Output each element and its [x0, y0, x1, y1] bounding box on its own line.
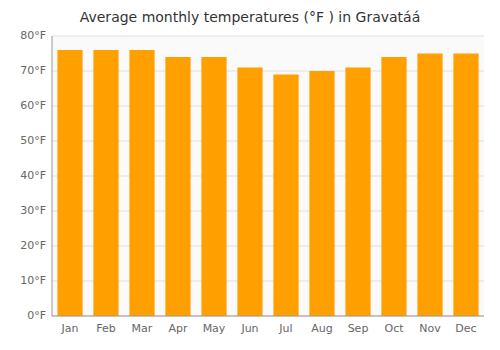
bar — [201, 57, 226, 316]
y-axis-line — [52, 36, 53, 316]
x-tick-label: May — [203, 322, 226, 335]
x-tick-label: Aug — [311, 322, 332, 335]
x-tick-label: Jun — [240, 322, 258, 335]
y-tick-label: 50°F — [20, 134, 46, 147]
x-axis-line — [52, 316, 484, 317]
chart: 0°F 10°F 20°F 30°F 40°F 50°F 60°F 70°F 80°F Jan Fe… — [0, 0, 500, 350]
y-axis: 0°F 10°F 20°F 30°F 40°F 50°F 60°F 70°F 80°F — [20, 29, 484, 322]
chart-container: 0°F 10°F 20°F 30°F 40°F 50°F 60°F 70°F 80°F Jan Fe… — [0, 0, 500, 350]
plot-background — [52, 36, 484, 316]
bar — [381, 57, 406, 316]
x-tick-label: Feb — [96, 322, 115, 335]
bar — [417, 54, 442, 317]
x-axis: Jan Feb Mar Apr May Jun Jul Aug Sep Oct Nov Dec — [61, 322, 477, 335]
y-tick-label: 10°F — [20, 274, 46, 287]
x-tick-label: Mar — [132, 322, 153, 335]
y-tick-label: 0°F — [27, 309, 46, 322]
bar — [165, 57, 190, 316]
x-tick-label: Jul — [278, 322, 292, 335]
x-tick-label: Oct — [384, 322, 404, 335]
bars — [57, 50, 478, 316]
grid-line — [52, 36, 484, 37]
bar — [129, 50, 154, 316]
bar — [309, 71, 334, 316]
y-tick-label: 80°F — [20, 29, 46, 42]
bar — [57, 50, 82, 316]
y-tick-label: 30°F — [20, 204, 46, 217]
y-tick-label: 70°F — [20, 64, 46, 77]
x-tick-label: Jan — [61, 322, 79, 335]
bar — [453, 54, 478, 317]
bar — [93, 50, 118, 316]
x-tick-label: Nov — [419, 322, 441, 335]
y-tick-label: 40°F — [20, 169, 46, 182]
bar — [237, 68, 262, 317]
x-tick-label: Dec — [455, 322, 476, 335]
x-tick-label: Apr — [168, 322, 188, 335]
y-tick-label: 20°F — [20, 239, 46, 252]
y-tick-label: 60°F — [20, 99, 46, 112]
title: Average monthly temperatures (°F ) in Gr… — [80, 9, 421, 25]
bar — [273, 75, 298, 317]
bar — [345, 68, 370, 317]
x-tick-label: Sep — [348, 322, 369, 335]
grid-line — [52, 316, 484, 317]
